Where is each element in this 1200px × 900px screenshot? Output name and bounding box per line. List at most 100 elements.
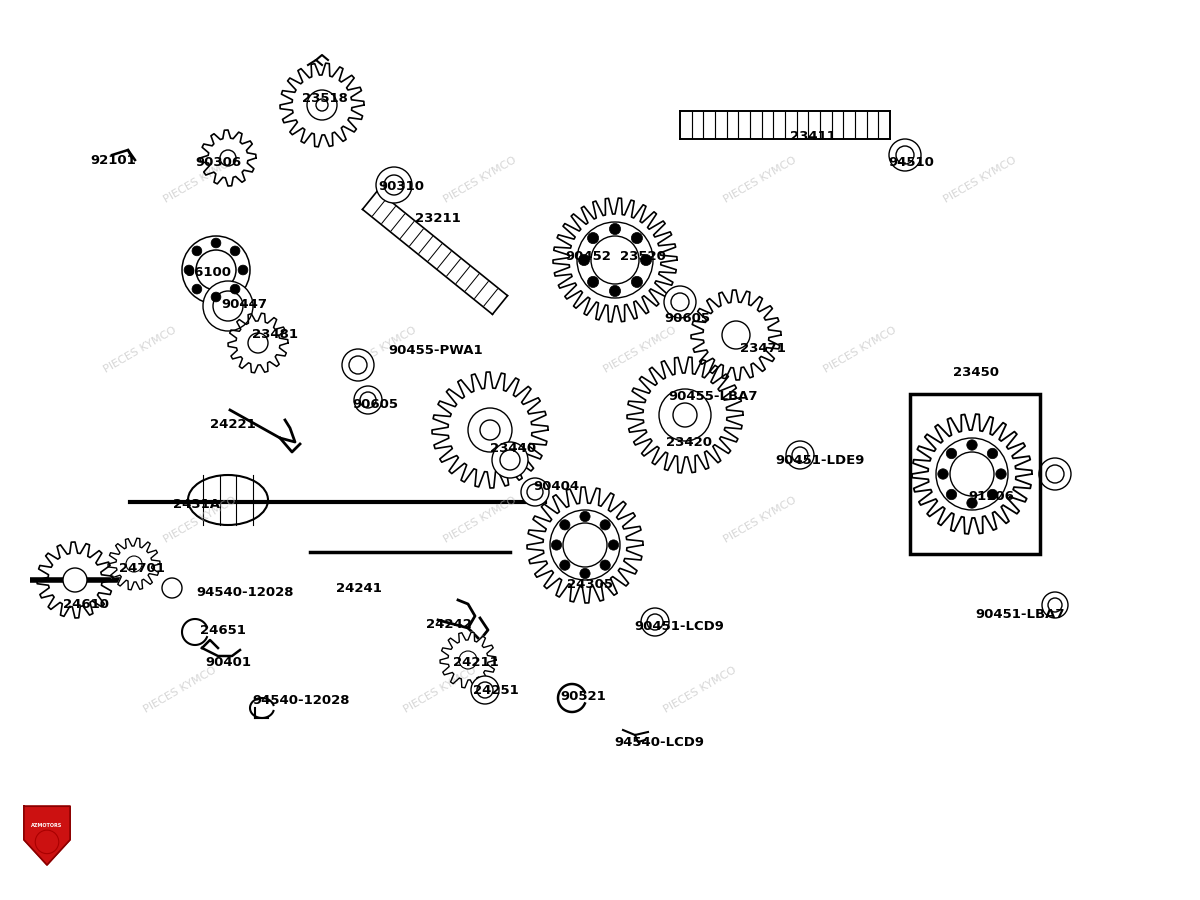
Circle shape xyxy=(1039,458,1072,490)
Circle shape xyxy=(551,540,562,550)
Circle shape xyxy=(631,276,642,287)
Circle shape xyxy=(307,90,337,120)
Text: 90451-LCD9: 90451-LCD9 xyxy=(634,619,724,633)
Circle shape xyxy=(211,238,221,248)
Text: 96100: 96100 xyxy=(185,266,230,278)
Text: 90455-PWA1: 90455-PWA1 xyxy=(388,345,482,357)
Circle shape xyxy=(342,349,374,381)
Text: 90605: 90605 xyxy=(664,311,710,325)
Text: 24251: 24251 xyxy=(473,683,518,697)
Circle shape xyxy=(578,255,589,266)
Text: PIECES KYMCO: PIECES KYMCO xyxy=(722,155,798,205)
Text: 24610: 24610 xyxy=(64,598,109,610)
Circle shape xyxy=(230,246,240,256)
Polygon shape xyxy=(440,632,496,688)
Circle shape xyxy=(203,281,253,331)
Polygon shape xyxy=(527,487,643,603)
Circle shape xyxy=(937,469,948,479)
Circle shape xyxy=(521,478,550,506)
Text: 23450: 23450 xyxy=(953,366,998,380)
Text: 23520: 23520 xyxy=(620,249,666,263)
Circle shape xyxy=(722,321,750,349)
Circle shape xyxy=(786,441,814,469)
Circle shape xyxy=(559,560,570,571)
Circle shape xyxy=(600,560,611,571)
Circle shape xyxy=(610,285,620,297)
Circle shape xyxy=(580,511,590,522)
Text: 90451-LDE9: 90451-LDE9 xyxy=(775,454,864,467)
Polygon shape xyxy=(24,806,70,865)
Circle shape xyxy=(792,447,808,463)
Circle shape xyxy=(671,293,689,311)
Text: 23411: 23411 xyxy=(790,130,836,142)
Polygon shape xyxy=(628,357,743,472)
Text: PIECES KYMCO: PIECES KYMCO xyxy=(162,155,238,205)
Text: 90306: 90306 xyxy=(194,156,241,168)
Circle shape xyxy=(349,356,367,374)
Bar xyxy=(910,394,1040,554)
Circle shape xyxy=(950,452,994,496)
Circle shape xyxy=(600,519,611,530)
Polygon shape xyxy=(553,198,677,322)
Text: 90404: 90404 xyxy=(533,480,580,492)
Text: PIECES KYMCO: PIECES KYMCO xyxy=(602,325,678,375)
Text: 23440: 23440 xyxy=(490,442,536,454)
Text: 94510: 94510 xyxy=(888,156,934,168)
Circle shape xyxy=(996,469,1007,479)
Polygon shape xyxy=(37,542,113,618)
Circle shape xyxy=(64,568,88,592)
Text: PIECES KYMCO: PIECES KYMCO xyxy=(102,325,178,375)
Text: 23518: 23518 xyxy=(302,92,348,104)
Text: 24211: 24211 xyxy=(454,655,499,669)
Circle shape xyxy=(664,286,696,318)
Text: PIECES KYMCO: PIECES KYMCO xyxy=(942,155,1018,205)
Circle shape xyxy=(896,146,914,164)
Text: AZMOTORS: AZMOTORS xyxy=(31,823,62,828)
Polygon shape xyxy=(912,414,1032,534)
Circle shape xyxy=(214,291,242,321)
Circle shape xyxy=(967,440,977,450)
Circle shape xyxy=(354,386,382,414)
Circle shape xyxy=(248,333,268,353)
Polygon shape xyxy=(432,372,548,488)
Circle shape xyxy=(360,392,376,408)
Circle shape xyxy=(588,276,599,287)
Circle shape xyxy=(230,284,240,294)
Text: 23420: 23420 xyxy=(666,436,712,448)
Text: 23211: 23211 xyxy=(415,212,461,224)
Text: 90447: 90447 xyxy=(221,299,266,311)
Text: PIECES KYMCO: PIECES KYMCO xyxy=(402,665,478,715)
Circle shape xyxy=(659,389,710,441)
Circle shape xyxy=(470,676,499,704)
Text: 91106: 91106 xyxy=(968,490,1014,502)
Text: 90452: 90452 xyxy=(565,249,611,263)
Text: 24241: 24241 xyxy=(336,581,382,595)
Circle shape xyxy=(947,490,956,500)
Circle shape xyxy=(1042,592,1068,618)
Text: 90455-LBA7: 90455-LBA7 xyxy=(668,390,757,402)
Circle shape xyxy=(184,266,194,274)
Circle shape xyxy=(468,408,512,452)
Circle shape xyxy=(580,569,590,579)
Circle shape xyxy=(577,222,653,298)
Polygon shape xyxy=(108,538,160,590)
Text: 24221: 24221 xyxy=(210,418,256,430)
Circle shape xyxy=(220,150,236,166)
Text: 23481: 23481 xyxy=(252,328,298,341)
Circle shape xyxy=(592,236,640,284)
Text: PIECES KYMCO: PIECES KYMCO xyxy=(722,495,798,544)
Circle shape xyxy=(211,292,221,302)
Text: 24651: 24651 xyxy=(200,624,246,636)
Circle shape xyxy=(641,255,652,266)
Text: PIECES KYMCO: PIECES KYMCO xyxy=(162,495,238,544)
Circle shape xyxy=(35,830,59,854)
Text: 94540-12028: 94540-12028 xyxy=(196,586,294,598)
Circle shape xyxy=(478,682,493,698)
Text: 24242: 24242 xyxy=(426,618,472,632)
Circle shape xyxy=(610,223,620,235)
Text: PIECES KYMCO: PIECES KYMCO xyxy=(342,325,418,375)
Circle shape xyxy=(947,448,956,459)
Text: PIECES KYMCO: PIECES KYMCO xyxy=(142,665,218,715)
Circle shape xyxy=(1046,465,1064,483)
Text: 90605: 90605 xyxy=(352,398,398,410)
